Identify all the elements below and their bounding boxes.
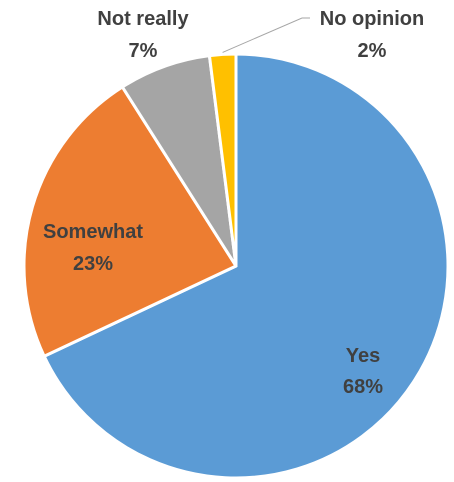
category-label-yes: Yes: [346, 345, 380, 367]
value-label-not-really: 7%: [129, 40, 158, 62]
pie-slice-somewhat: [22, 85, 238, 358]
value-label-yes: 68%: [343, 376, 383, 398]
pie-slice-yes: [42, 52, 450, 480]
value-label-no-opinion: 2%: [358, 40, 387, 62]
category-label-not-really: Not really: [97, 8, 189, 30]
value-label-somewhat: 23%: [73, 253, 113, 275]
data-labels: Yes 68% Somewhat 23% Not really 7% No opinion 2…: [43, 8, 424, 398]
leader-lines: [222, 17, 310, 53]
pie-slices: [22, 52, 450, 480]
pie-slice-no-opinion: [207, 52, 238, 268]
category-label-somewhat: Somewhat: [43, 221, 143, 243]
category-label-no-opinion: No opinion: [320, 8, 424, 30]
leader-line-no-opinion: [222, 17, 310, 53]
